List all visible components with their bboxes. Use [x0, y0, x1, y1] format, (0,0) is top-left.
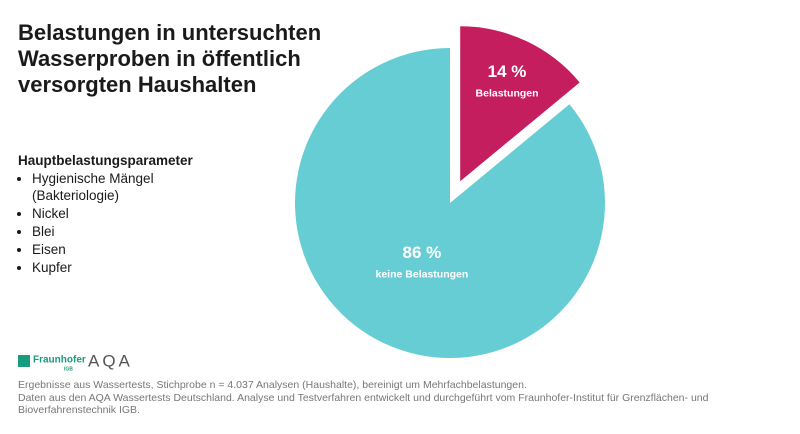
- title-line: Belastungen in untersuchten: [18, 20, 322, 45]
- list-item-text: Hygienische Mängel: [32, 171, 154, 186]
- list: Hygienische Mängel (Bakteriologie) Nickel B…: [18, 170, 193, 276]
- logo-icon: [18, 355, 30, 367]
- parameter-list: Hauptbelastungsparameter Hygienische Män…: [18, 152, 193, 277]
- fraunhofer-logo: Fraunhofer IGB: [18, 355, 86, 372]
- title-line: Wasserproben in öffentlich: [18, 46, 301, 71]
- logo-text: Fraunhofer: [33, 355, 86, 366]
- pie-slice: [294, 48, 605, 358]
- slice-label: Belastungen: [476, 88, 539, 100]
- footnote-line: Bioverfahrenstechnik IGB.: [18, 404, 140, 416]
- title-line: versorgten Haushalten: [18, 72, 257, 97]
- list-item: Kupfer: [32, 259, 193, 276]
- list-item-text: (Bakteriologie): [32, 188, 120, 203]
- list-item: Nickel: [32, 205, 193, 222]
- list-item-text: Nickel: [32, 206, 69, 221]
- slice-label: keine Belastungen: [376, 268, 469, 280]
- list-item-text: Kupfer: [32, 260, 72, 275]
- footnote-line: Ergebnisse aus Wassertests, Stichprobe n…: [18, 379, 527, 391]
- list-item: Eisen: [32, 241, 193, 258]
- logo-text: IGB: [64, 366, 73, 372]
- value-label: 14 %: [488, 62, 527, 81]
- list-heading: Hauptbelastungsparameter: [18, 153, 193, 168]
- list-item: Hygienische Mängel (Bakteriologie): [32, 170, 193, 204]
- list-item-text: Blei: [32, 224, 55, 239]
- pie-slice: [460, 26, 580, 182]
- chart-title: Belastungen in untersuchten Wasserproben…: [18, 20, 321, 98]
- footnote-line: Daten aus den AQA Wassertests Deutschlan…: [18, 391, 709, 404]
- value-label: 86 %: [403, 243, 442, 262]
- list-item-text: Eisen: [32, 242, 66, 257]
- footnote: Ergebnisse aus Wassertests, Stichprobe n…: [18, 379, 708, 417]
- aqa-logo: AQA: [88, 351, 133, 370]
- list-item: Blei: [32, 223, 193, 240]
